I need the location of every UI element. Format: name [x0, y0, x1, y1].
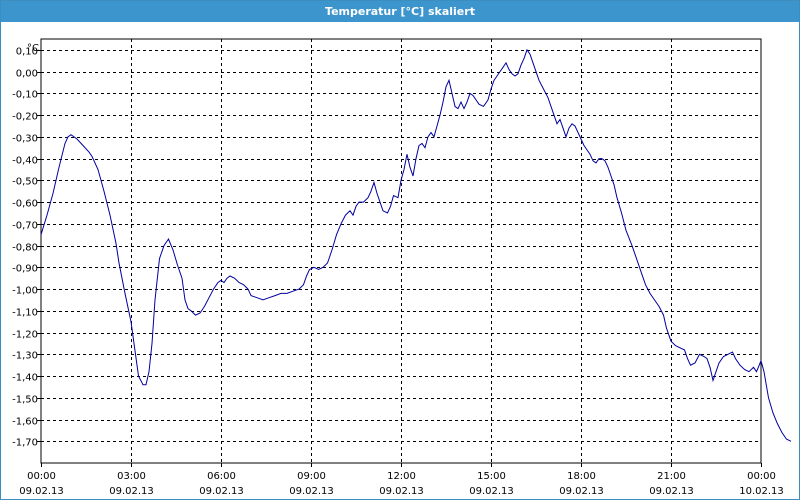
y-tick-label: -0,20: [12, 112, 38, 123]
y-axis-ticks: 0,10 0,00 -0,10 -0,20 -0,30 -0,40 -0,50 -0,60 -0…: [12, 47, 41, 449]
y-tick-label: -1,50: [12, 395, 38, 406]
y-tick-label: -0,70: [12, 221, 38, 232]
y-tick-label: 0,00: [16, 69, 38, 80]
y-tick-label: -0,30: [12, 134, 38, 145]
x-tick-date-label: 10.02.13: [739, 486, 784, 497]
y-axis-unit-label: °C: [27, 43, 39, 54]
y-tick-label: -0,40: [12, 156, 38, 167]
y-tick-label: -1,40: [12, 373, 38, 384]
x-tick-date-label: 09.02.13: [19, 486, 64, 497]
x-tick-date-label: 09.02.13: [109, 486, 154, 497]
x-tick-date-label: 09.02.13: [199, 486, 244, 497]
x-tick-date-label: 09.02.13: [379, 486, 424, 497]
x-tick-date-label: 09.02.13: [469, 486, 514, 497]
y-tick-label: -0,80: [12, 243, 38, 254]
y-tick-label: -0,10: [12, 90, 38, 101]
x-tick-date-label: 09.02.13: [649, 486, 694, 497]
temperature-series-line: [40, 48, 792, 442]
x-axis-ticks: 00:00 09.02.13 03:00 09.02.13 06:00 09.02.13 0…: [19, 463, 784, 497]
y-tick-label: -1,70: [12, 438, 38, 449]
grid: [41, 39, 761, 463]
y-tick-label: -1,00: [12, 286, 38, 297]
x-tick-time-label: 00:00: [27, 471, 56, 482]
x-tick-time-label: 15:00: [477, 471, 506, 482]
x-tick-date-label: 09.02.13: [559, 486, 604, 497]
x-tick-time-label: 18:00: [567, 471, 596, 482]
x-tick-date-label: 09.02.13: [289, 486, 334, 497]
y-tick-label: -1,60: [12, 417, 38, 428]
x-tick-time-label: 03:00: [117, 471, 146, 482]
x-tick-time-label: 09:00: [297, 471, 326, 482]
y-tick-label: 0,10: [16, 47, 38, 58]
x-tick-time-label: 00:00: [747, 471, 776, 482]
x-tick-time-label: 21:00: [657, 471, 686, 482]
y-tick-label: -1,10: [12, 308, 38, 319]
y-tick-label: -1,30: [12, 351, 38, 362]
x-tick-time-label: 12:00: [387, 471, 416, 482]
y-tick-label: -0,60: [12, 199, 38, 210]
window-title: Temperatur [°C] skaliert: [1, 1, 799, 22]
y-tick-label: -0,90: [12, 264, 38, 275]
x-tick-time-label: 06:00: [207, 471, 236, 482]
y-tick-label: -0,50: [12, 177, 38, 188]
y-tick-label: -1,20: [12, 330, 38, 341]
